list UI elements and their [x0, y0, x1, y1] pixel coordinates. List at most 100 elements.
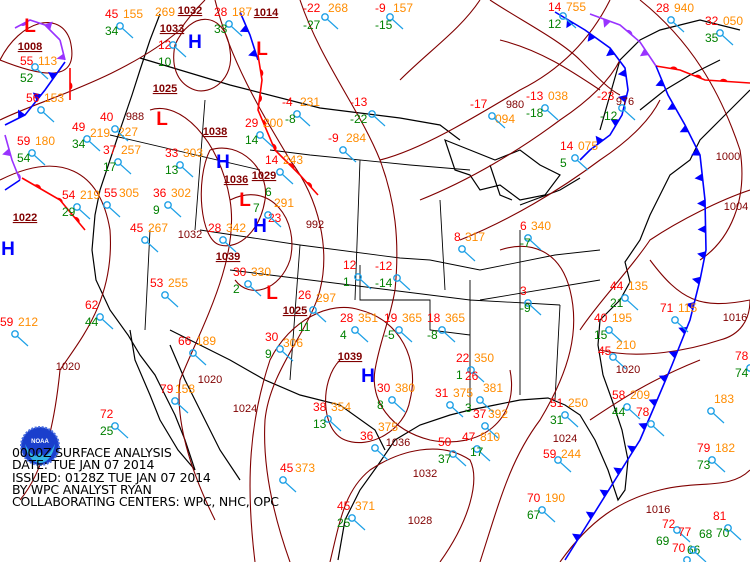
station-circle [388, 396, 396, 404]
station-temperature: 8 [454, 230, 461, 244]
station-plot: -9 284 [328, 131, 366, 163]
wind-barb [393, 401, 406, 413]
station-plot: 56 153 [26, 91, 64, 123]
front-semicircle [272, 143, 277, 151]
wind-barb [472, 371, 485, 383]
station-dewpoint: -8 [427, 328, 438, 342]
station-dewpoint: 74 [735, 366, 749, 380]
station-plot: 59 212 [0, 315, 38, 347]
isobar-label: 1004 [724, 201, 748, 213]
station-pressure: 195 [612, 311, 632, 325]
station-circle [321, 13, 329, 21]
station-circle [354, 273, 362, 281]
front-triangle [691, 148, 701, 156]
station-plot: 30 306 9 [265, 330, 303, 362]
station-plot: 51 250 31 [550, 396, 588, 428]
station-dewpoint: 6 [265, 185, 272, 199]
front-triangle [685, 302, 695, 310]
wind-barb [281, 173, 294, 185]
low-pressure-center: L 1008 [18, 16, 42, 53]
station-plot: 33 303 13 [165, 146, 203, 178]
low-symbol: L [156, 109, 168, 130]
station-circle [37, 106, 45, 114]
station-circle [458, 245, 466, 253]
high-symbol: H [188, 32, 202, 53]
station-dewpoint: -9 [520, 301, 531, 315]
station-plot: 32 050 35 [705, 14, 743, 46]
station-pressure: 340 [531, 219, 551, 233]
front-triangle [599, 489, 609, 498]
wind-barb [42, 111, 55, 123]
wind-barb [169, 206, 182, 218]
station-circle [395, 326, 403, 334]
mexico-pacific-coast [169, 344, 241, 481]
station-temperature: 59 [17, 134, 31, 148]
wind-barb [146, 241, 159, 253]
station-circle [339, 146, 347, 154]
station-circle [446, 401, 454, 409]
isobar [0, 22, 73, 74]
wind-barb [486, 427, 499, 439]
station-dewpoint: -5 [384, 328, 395, 342]
wind-barb [269, 216, 282, 228]
isobar-label: 1016 [646, 504, 670, 516]
station-circle [524, 299, 532, 307]
station-circle [348, 514, 356, 522]
station-dewpoint: 73 [697, 458, 711, 472]
station-plot: 30 380 8 [377, 381, 415, 413]
station-pressure: 350 [474, 351, 494, 365]
isobar-label: 1038 [203, 126, 227, 138]
station-pressure: 210 [616, 338, 636, 352]
wind-barb [36, 68, 49, 80]
wind-barb [224, 241, 237, 253]
wind-barb [119, 163, 132, 175]
wind-barb [546, 109, 559, 121]
station-plot: 53 255 [150, 276, 188, 308]
station-temperature: -12 [375, 259, 393, 273]
station-temperature: 26 [465, 369, 479, 383]
station-circle [11, 330, 19, 338]
wind-barb [376, 449, 389, 461]
station-pressure: 155 [123, 7, 143, 21]
station-circle [393, 274, 401, 282]
station-plot: -13-22 [350, 95, 386, 127]
station-plot: 6 340-7 [520, 219, 551, 251]
station-circle [438, 326, 446, 334]
low-symbol: L [239, 190, 251, 211]
station-circle [541, 104, 549, 112]
front-triangle [2, 148, 11, 157]
station-plot: 45 155 34 [105, 7, 143, 39]
wind-barb [101, 318, 114, 330]
station-temperature: 26 [298, 288, 312, 302]
station-dewpoint: -27 [303, 18, 321, 32]
station-pressure: 255 [168, 276, 188, 290]
station-circle [73, 203, 81, 211]
wind-barb [314, 311, 327, 323]
wind-barb [326, 18, 339, 30]
wind-barb [359, 278, 372, 290]
wind-barb [249, 285, 262, 297]
station-dewpoint: -18 [526, 106, 544, 120]
isobar [649, 259, 750, 305]
station-pressure: 267 [148, 221, 168, 235]
station-pressure: 269 [155, 5, 175, 19]
station-circle [561, 411, 569, 419]
station-circle [371, 444, 379, 452]
station-circle [386, 13, 394, 21]
station-pressure: 250 [568, 396, 588, 410]
station-plot: -17 094 [470, 97, 515, 129]
station-temperature: -17 [470, 97, 488, 111]
station-circle [276, 345, 284, 353]
station-temperature: 30 [377, 381, 391, 395]
isobar-labels-layer: 1033103810221020102010241024102810321036… [13, 23, 748, 527]
station-pressure: 375 [378, 420, 398, 434]
isobar [639, 0, 743, 261]
station-circle [716, 29, 724, 37]
station-pressure: 373 [295, 461, 315, 475]
station-temperature: 6 [520, 219, 527, 233]
wind-barb [284, 481, 297, 493]
caption-analyst: BY WPC ANALYST RYAN [12, 481, 152, 497]
station-temperature: 38 [313, 400, 327, 414]
